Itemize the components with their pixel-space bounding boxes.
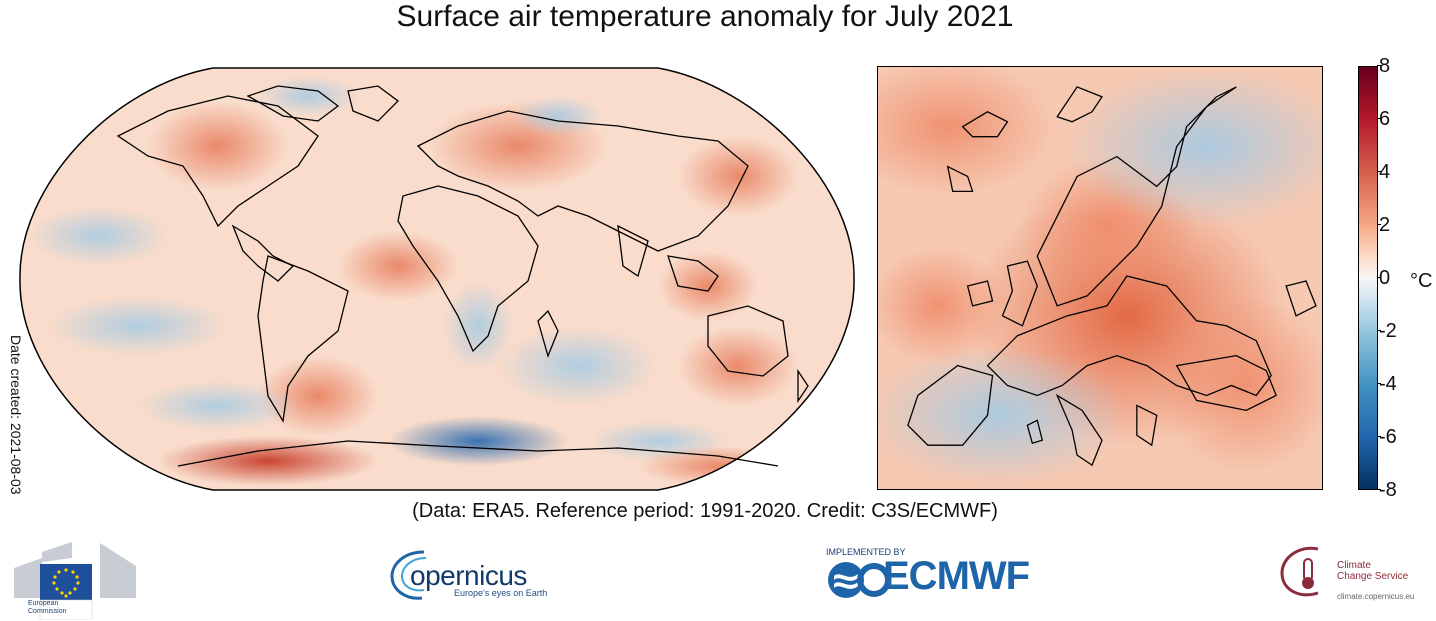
world-coastlines	[116, 85, 809, 467]
ecmwf-wave-icon	[828, 562, 891, 598]
copernicus-tagline: Europe's eyes on Earth	[454, 588, 548, 598]
colorbar-tick: -6	[1377, 426, 1397, 448]
c3s-url: climate.copernicus.eu	[1337, 592, 1415, 601]
ec-line1: European	[28, 600, 59, 607]
chart-title: Surface air temperature anomaly for July…	[396, 0, 1014, 33]
europe-coastlines	[907, 86, 1317, 467]
ec-line2: Commission	[28, 608, 67, 615]
copernicus-wordmark: opernicus	[410, 560, 527, 591]
colorbar-tick: 0	[1376, 267, 1391, 289]
ecmwf-implemented-by: IMPLEMENTED BY	[826, 547, 906, 557]
colorbar	[1358, 66, 1378, 490]
colorbar-tick: 8	[1376, 55, 1391, 77]
colorbar-tick: 4	[1376, 161, 1391, 183]
ec-logo-text: European Commission	[28, 600, 67, 616]
climate-change-service-logo	[1280, 546, 1319, 597]
copernicus-logo	[390, 550, 427, 600]
colorbar-unit: °C	[1410, 270, 1433, 292]
ecmwf-wordmark: ECMWF	[883, 554, 1030, 598]
c3s-line1: Climate	[1337, 560, 1371, 571]
colorbar-tick: -4	[1377, 373, 1397, 395]
colorbar-tick: 2	[1376, 214, 1391, 236]
europe-anomaly-map	[877, 66, 1323, 490]
c3s-line2: Change Service	[1337, 571, 1409, 582]
credit-line: (Data: ERA5. Reference period: 1991-2020…	[412, 500, 998, 522]
world-anomaly-map	[19, 67, 855, 491]
european-commission-logo	[14, 542, 136, 620]
colorbar-tick: -2	[1377, 320, 1397, 342]
colorbar-tick: 6	[1376, 108, 1391, 130]
world-map-border	[19, 67, 855, 491]
colorbar-tick: -8	[1377, 479, 1397, 501]
